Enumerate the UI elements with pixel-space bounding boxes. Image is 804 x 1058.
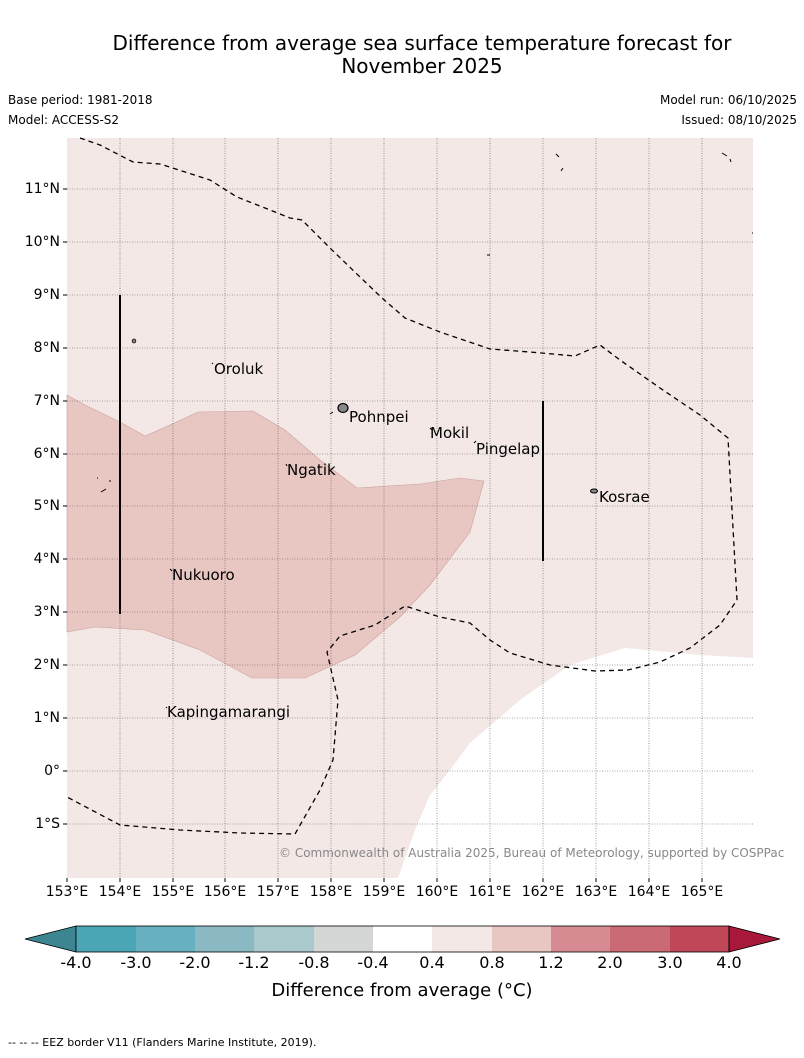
- lon-ticks: [66, 878, 703, 882]
- place-label-pohnpei: Pohnpei: [349, 408, 409, 426]
- colorbar-tick-label: -2.0: [179, 953, 211, 972]
- colorbar-tick-label: 2.0: [597, 953, 623, 972]
- reference-lines: [119, 295, 544, 614]
- colorbar-swatch-4: [254, 926, 314, 952]
- lon-label-161e: 161°E: [468, 884, 512, 900]
- lon-label-153e: 153°E: [45, 884, 89, 900]
- colorbar-swatch-11: [670, 926, 729, 952]
- colorbar-swatch-2: [136, 926, 195, 952]
- place-label-kapingamarangi: Kapingamarangi: [167, 703, 291, 721]
- colorbar-swatch-5: [314, 926, 373, 952]
- colorbar-tick-label: 3.0: [657, 953, 683, 972]
- colorbar-swatch-9: [551, 926, 610, 952]
- colorbar-tick-label: -4.0: [60, 953, 92, 972]
- lat-label-11n: 11°N: [24, 181, 60, 197]
- eez-border: [66, 137, 738, 835]
- pohnpei-island-shape: [337, 402, 349, 414]
- islands: [97, 152, 753, 709]
- lat-label-1n: 1°N: [33, 710, 60, 726]
- no-data-region: [398, 648, 753, 878]
- model-name: Model: ACCESS-S2: [8, 113, 120, 127]
- place-label-nukuoro: Nukuoro: [172, 566, 235, 584]
- issued-date: Issued: 08/10/2025: [681, 113, 797, 127]
- atoll-marks: [97, 152, 753, 709]
- lon-label-155e: 155°E: [151, 884, 195, 900]
- colorbar-extend-high: [728, 925, 781, 953]
- colorbar-tick-label: -3.0: [120, 953, 152, 972]
- lon-label-154e: 154°E: [98, 884, 142, 900]
- lon-label-162e: 162°E: [521, 884, 565, 900]
- base-period: Base period: 1981-2018: [8, 93, 153, 107]
- lon-label-157e: 157°E: [256, 884, 300, 900]
- title-line-2: November 2025: [341, 54, 503, 78]
- colorbar-swatch-1: [76, 926, 136, 952]
- lat-label-6n: 6°N: [33, 446, 60, 462]
- place-label-oroluk: Oroluk: [214, 360, 264, 378]
- kosrae-island-shape: [590, 488, 598, 494]
- colorbar-tick-label: 4.0: [716, 953, 742, 972]
- graticule: [67, 138, 753, 878]
- copyright-notice: © Commonwealth of Australia 2025, Bureau…: [279, 846, 785, 860]
- lat-ticks: [63, 188, 67, 825]
- lat-label-5n: 5°N: [33, 498, 60, 514]
- colorbar-frame: [75, 925, 730, 953]
- colorbar-swatch-6: [373, 926, 432, 952]
- lat-label-1s: 1°S: [35, 816, 60, 832]
- lat-label-9n: 9°N: [33, 287, 60, 303]
- place-label-pingelap: Pingelap: [476, 440, 541, 458]
- colorbar-swatch-8: [492, 926, 551, 952]
- map-title: Difference from average sea surface temp…: [0, 32, 804, 78]
- eez-legend-note: -- -- -- EEZ border V11 (Flanders Marine…: [8, 1036, 317, 1049]
- lon-label-156e: 156°E: [203, 884, 247, 900]
- colorbar-swatch-10: [610, 926, 670, 952]
- colorbar-tick-label: 0.4: [419, 953, 445, 972]
- lat-label-0: 0°: [44, 763, 60, 779]
- lat-label-2n: 2°N: [33, 657, 60, 673]
- lon-label-165e: 165°E: [680, 884, 724, 900]
- anomaly-band-medium: [66, 394, 485, 679]
- lat-label-8n: 8°N: [33, 340, 60, 356]
- lon-label-164e: 164°E: [627, 884, 671, 900]
- small-islet-shape: [131, 338, 137, 344]
- place-label-kosrae: Kosrae: [599, 488, 650, 506]
- colorbar-tick-label: -0.8: [298, 953, 330, 972]
- place-label-mokil: Mokil: [430, 424, 470, 442]
- colorbar-tick-label: -0.4: [357, 953, 389, 972]
- lat-label-7n: 7°N: [33, 393, 60, 409]
- colorbar-extend-low: [24, 925, 77, 953]
- lon-label-158e: 158°E: [309, 884, 353, 900]
- lon-label-160e: 160°E: [415, 884, 459, 900]
- lon-label-159e: 159°E: [362, 884, 406, 900]
- model-run: Model run: 06/10/2025: [659, 93, 797, 107]
- lat-label-4n: 4°N: [33, 551, 60, 567]
- lon-label-163e: 163°E: [574, 884, 618, 900]
- title-line-1: Difference from average sea surface temp…: [112, 31, 732, 55]
- colorbar-tick-label: 1.2: [538, 953, 564, 972]
- colorbar-swatch-3: [195, 926, 254, 952]
- colorbar-axis-label: Difference from average (°C): [271, 980, 533, 1001]
- lat-label-3n: 3°N: [33, 604, 60, 620]
- colorbar-tick-label: -1.2: [238, 953, 270, 972]
- colorbar: [24, 925, 781, 953]
- colorbar-tick-label: 0.8: [479, 953, 505, 972]
- place-label-ngatik: Ngatik: [287, 461, 336, 479]
- colorbar-swatch-7: [432, 926, 492, 952]
- lat-label-10n: 10°N: [24, 234, 60, 250]
